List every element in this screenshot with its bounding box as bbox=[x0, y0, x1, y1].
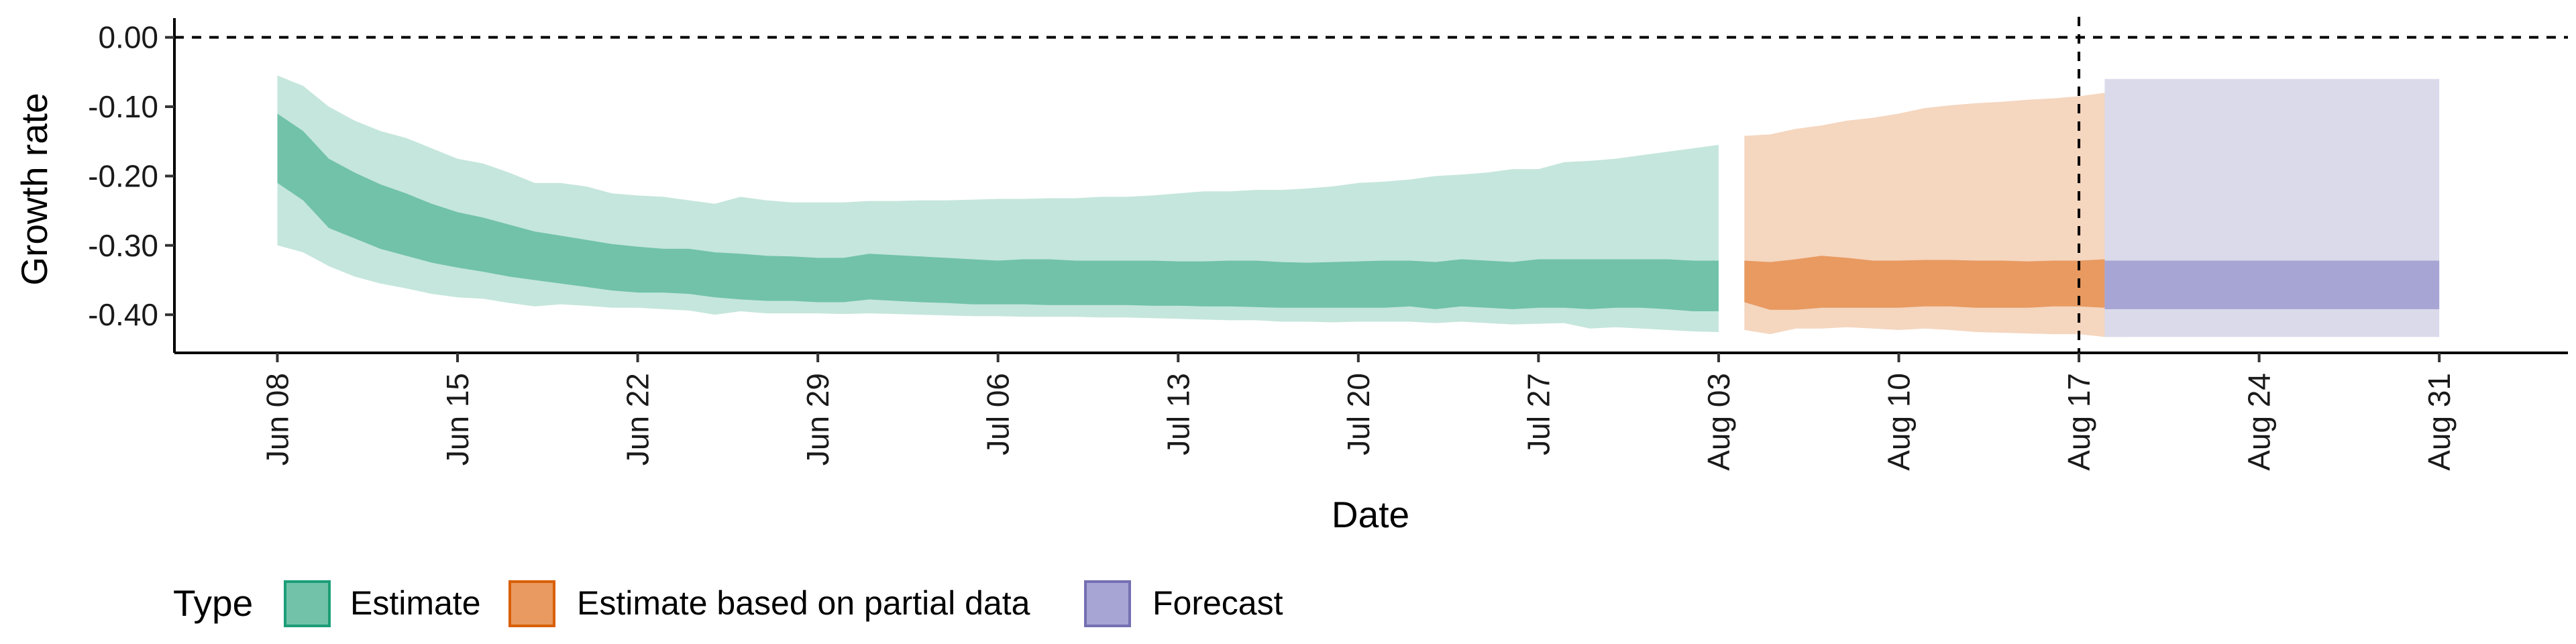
y-tick-label: -0.10 bbox=[88, 89, 158, 124]
x-tick-label: Aug 31 bbox=[2422, 373, 2457, 471]
legend: Type Estimate Estimate based on partial … bbox=[173, 580, 1283, 627]
x-tick-label: Jul 06 bbox=[981, 373, 1016, 455]
chart-bands bbox=[277, 75, 2440, 337]
reference-lines bbox=[174, 17, 2568, 353]
x-tick-label: Jun 29 bbox=[800, 373, 835, 466]
y-tick-label: -0.40 bbox=[88, 297, 158, 332]
x-tick-label: Aug 03 bbox=[1701, 373, 1736, 471]
x-tick-label: Aug 10 bbox=[1881, 373, 1916, 471]
legend-label-forecast: Forecast bbox=[1152, 584, 1283, 622]
band-inner-estimate bbox=[277, 113, 1719, 311]
band-inner-forecast bbox=[2104, 260, 2440, 309]
x-tick-label: Jul 27 bbox=[1521, 373, 1556, 455]
x-tick-label: Jul 13 bbox=[1161, 373, 1195, 455]
x-tick-label: Jun 15 bbox=[440, 373, 475, 466]
legend-label-partial: Estimate based on partial data bbox=[577, 584, 1030, 622]
x-tick-label: Jun 08 bbox=[260, 373, 294, 466]
x-tick-label: Jun 22 bbox=[621, 373, 655, 466]
legend-swatch-partial bbox=[508, 580, 555, 627]
legend-title: Type bbox=[173, 582, 253, 624]
x-axis-title: Date bbox=[1332, 494, 1409, 535]
legend-swatch-forecast bbox=[1084, 580, 1131, 627]
legend-label-estimate: Estimate bbox=[350, 584, 481, 622]
chart-axes bbox=[173, 18, 2568, 354]
y-tick-label: -0.30 bbox=[88, 228, 158, 263]
x-tick-label: Jul 20 bbox=[1341, 373, 1376, 455]
y-axis-title: Growth rate bbox=[13, 93, 55, 285]
band-inner-estimate-based-on-partial-data bbox=[1744, 256, 2131, 310]
legend-swatch-estimate bbox=[284, 580, 331, 627]
y-tick-label: 0.00 bbox=[98, 20, 158, 55]
x-tick-label: Aug 24 bbox=[2242, 373, 2277, 471]
x-axis-ticks: Jun 08 Jun 15 Jun 22 Jun 29 Jul 06 Jul 13 Jul … bbox=[260, 353, 2457, 471]
y-tick-label: -0.20 bbox=[88, 158, 158, 193]
x-tick-label: Aug 17 bbox=[2061, 373, 2096, 471]
y-axis-ticks: 0.00 -0.10 -0.20 -0.30 -0.40 bbox=[88, 20, 174, 332]
